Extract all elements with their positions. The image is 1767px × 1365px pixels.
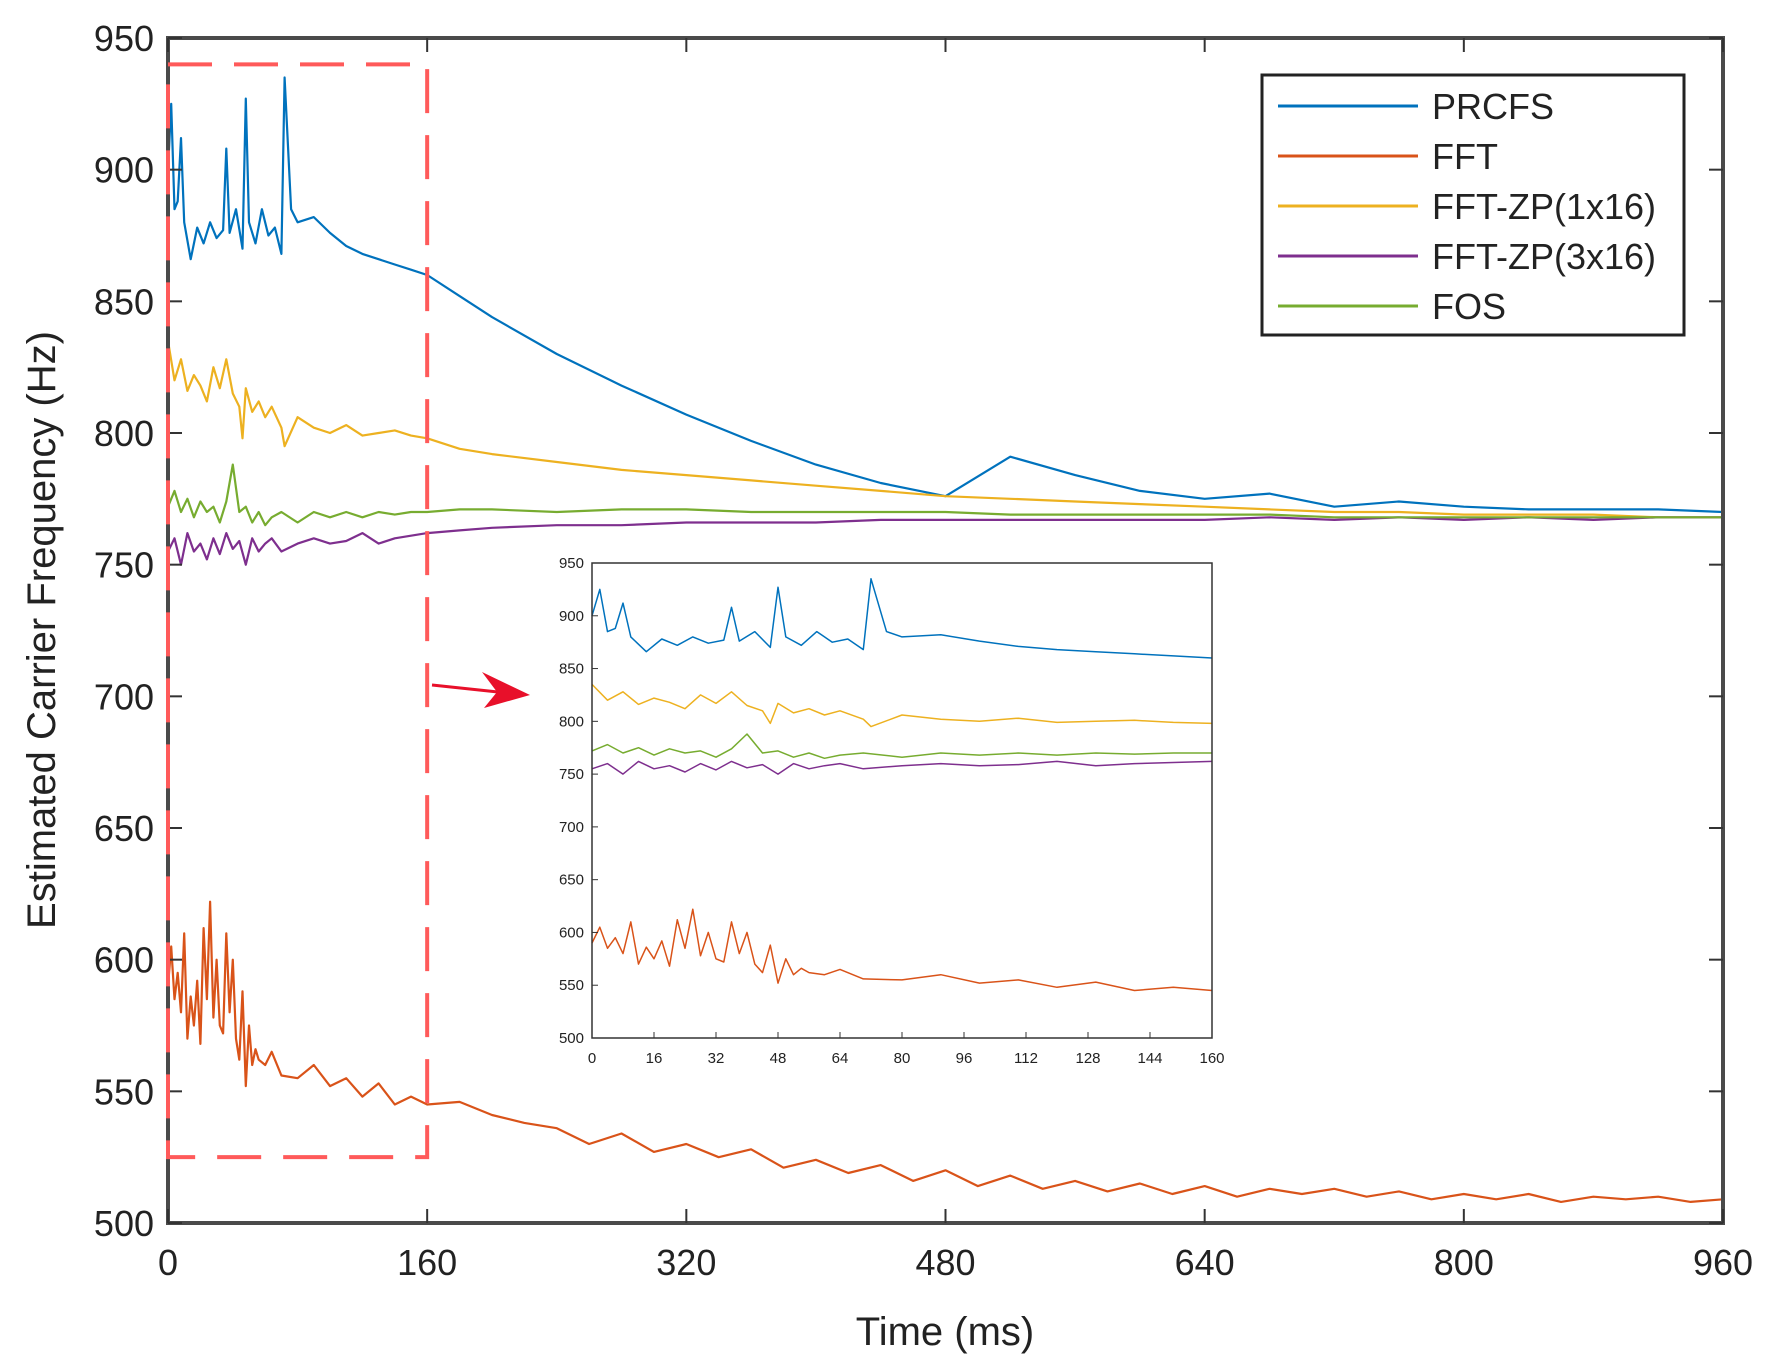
y-tick-label: 750 xyxy=(94,545,154,586)
legend-label: FFT xyxy=(1432,136,1498,177)
zoom-region-box xyxy=(166,62,430,1160)
y-tick-label: 500 xyxy=(94,1203,154,1244)
inset-x-tick-label: 0 xyxy=(588,1050,596,1067)
inset-x-tick-label: 128 xyxy=(1075,1050,1100,1067)
inset-background xyxy=(592,563,1212,1038)
legend-item-fft-zp-1x16: FFT-ZP(1x16) xyxy=(1278,186,1656,227)
x-tick-label: 800 xyxy=(1434,1242,1494,1283)
legend-label: FFT-ZP(3x16) xyxy=(1432,236,1656,277)
inset-y-tick-label: 800 xyxy=(559,713,584,730)
inset-x-tick-label: 144 xyxy=(1137,1050,1162,1067)
inset-series-lines xyxy=(591,578,1213,992)
legend: PRCFS FFT FFT-ZP(1x16) FFT-ZP(3x16) FOS xyxy=(1260,73,1686,337)
inset-y-tick-label: 550 xyxy=(559,977,584,994)
legend-item-fft-zp-3x16: FFT-ZP(3x16) xyxy=(1278,236,1656,277)
inset-x-tick-label: 160 xyxy=(1199,1050,1224,1067)
series-line-fos xyxy=(166,463,1723,527)
inset-x-tick-label: 112 xyxy=(1014,1050,1038,1067)
series-line-prcfs xyxy=(166,76,1724,514)
y-tick-label: 950 xyxy=(94,18,154,59)
inset-y-tick-label: 500 xyxy=(559,1030,584,1047)
series-line-fft xyxy=(166,900,1724,1204)
main-plot: 0 160 320 480 640 800 960500550600650700750800… xyxy=(20,18,1753,1354)
x-tick-label: 640 xyxy=(1175,1242,1235,1283)
y-tick-label: 650 xyxy=(94,808,154,849)
inset-y-tick-label: 650 xyxy=(559,872,584,889)
series-line-fft-zp-1x16 xyxy=(166,340,1723,519)
main-ticks: 0 160 320 480 640 800 960500550600650700750800… xyxy=(94,18,1753,1283)
inset-x-tick-label: 16 xyxy=(646,1050,663,1067)
y-tick-label: 700 xyxy=(94,676,154,717)
x-tick-label: 960 xyxy=(1693,1242,1753,1283)
inset-y-tick-label: 950 xyxy=(559,555,584,572)
inset-series-line-prcfs xyxy=(591,578,1213,659)
legend-item-fos: FOS xyxy=(1278,286,1506,327)
inset-y-tick-label: 850 xyxy=(559,661,584,678)
legend-item-prcfs: PRCFS xyxy=(1278,86,1554,127)
legend-label: PRCFS xyxy=(1432,86,1554,127)
zoom-arrow-head xyxy=(482,672,530,708)
inset-y-tick-label: 900 xyxy=(559,608,584,625)
x-tick-label: 320 xyxy=(656,1242,716,1283)
x-tick-label: 0 xyxy=(158,1242,178,1283)
legend-label: FFT-ZP(1x16) xyxy=(1432,186,1656,227)
y-tick-label: 600 xyxy=(94,940,154,981)
inset-y-tick-label: 750 xyxy=(559,766,584,783)
legend-label: FOS xyxy=(1432,286,1506,327)
series-line-fft-zp-3x16 xyxy=(167,516,1723,566)
inset-x-tick-label: 32 xyxy=(708,1050,725,1067)
inset-ticks: 0 16 32 48 64 80 96 112 128 144 160 500 550 600 650 700… xyxy=(559,555,1225,1067)
y-tick-label: 800 xyxy=(94,413,154,454)
main-series-lines xyxy=(166,76,1724,1204)
zoom-arrow xyxy=(431,672,530,708)
inset-series-line-fft-zp-3x16 xyxy=(591,760,1213,775)
inset-y-tick-label: 600 xyxy=(559,924,584,941)
x-tick-label: 480 xyxy=(915,1242,975,1283)
y-axis-label: Estimated Carrier Frequency (Hz) xyxy=(20,331,64,929)
y-tick-label: 850 xyxy=(94,281,154,322)
zoom-arrow-line xyxy=(431,683,499,694)
inset-y-tick-label: 700 xyxy=(559,819,584,836)
inset-x-tick-label: 80 xyxy=(894,1050,911,1067)
inset-x-tick-label: 48 xyxy=(770,1050,787,1067)
x-tick-label: 160 xyxy=(397,1242,457,1283)
inset-series-line-fos xyxy=(591,733,1212,760)
y-tick-label: 550 xyxy=(94,1071,154,1112)
inset-x-tick-label: 96 xyxy=(956,1050,973,1067)
inset-plot: 0 16 32 48 64 80 96 112 128 144 160 500 550 600 650 700… xyxy=(559,555,1225,1067)
inset-series-line-fft-zp-1x16 xyxy=(591,683,1213,728)
inset-series-line-fft xyxy=(591,908,1213,992)
legend-item-fft: FFT xyxy=(1278,136,1498,177)
inset-x-tick-label: 64 xyxy=(832,1050,849,1067)
y-tick-label: 900 xyxy=(94,150,154,191)
x-axis-label: Time (ms) xyxy=(856,1310,1034,1354)
